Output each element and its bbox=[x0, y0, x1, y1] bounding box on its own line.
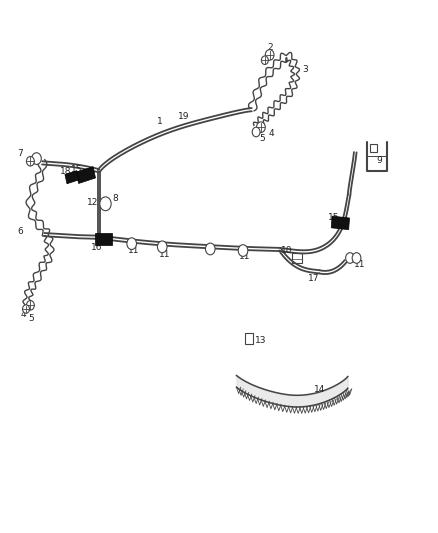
Circle shape bbox=[26, 157, 34, 166]
Circle shape bbox=[26, 301, 34, 310]
Circle shape bbox=[252, 127, 260, 137]
Text: 9: 9 bbox=[377, 156, 382, 165]
Circle shape bbox=[32, 153, 41, 165]
Text: 4: 4 bbox=[268, 129, 274, 138]
Circle shape bbox=[22, 305, 29, 313]
Text: 5: 5 bbox=[259, 134, 265, 143]
Circle shape bbox=[352, 253, 361, 263]
Text: 14: 14 bbox=[314, 385, 325, 394]
Text: 4: 4 bbox=[21, 310, 26, 319]
Text: 2: 2 bbox=[267, 43, 273, 52]
Polygon shape bbox=[76, 167, 95, 183]
Text: 15: 15 bbox=[71, 165, 83, 174]
Text: 11: 11 bbox=[159, 251, 170, 260]
Text: 11: 11 bbox=[240, 253, 251, 261]
Circle shape bbox=[257, 122, 265, 133]
Polygon shape bbox=[65, 171, 79, 184]
Text: 11: 11 bbox=[128, 246, 140, 255]
Text: 13: 13 bbox=[255, 336, 266, 345]
Text: 12: 12 bbox=[87, 198, 98, 207]
Text: 11: 11 bbox=[354, 261, 365, 269]
Polygon shape bbox=[245, 333, 253, 344]
Polygon shape bbox=[292, 253, 302, 263]
Text: 16: 16 bbox=[91, 243, 102, 252]
Text: 1: 1 bbox=[157, 117, 163, 126]
Circle shape bbox=[205, 243, 215, 255]
Text: 18: 18 bbox=[60, 167, 71, 176]
Circle shape bbox=[127, 238, 137, 249]
Text: 10: 10 bbox=[281, 246, 293, 255]
Text: 15: 15 bbox=[328, 213, 339, 222]
Text: 8: 8 bbox=[112, 194, 118, 203]
Text: 5: 5 bbox=[28, 313, 34, 322]
Text: 19: 19 bbox=[178, 111, 190, 120]
Polygon shape bbox=[331, 216, 350, 230]
Text: 3: 3 bbox=[303, 66, 308, 74]
Circle shape bbox=[261, 56, 268, 64]
Circle shape bbox=[238, 245, 248, 256]
Text: 17: 17 bbox=[308, 273, 320, 282]
Circle shape bbox=[157, 241, 167, 253]
Polygon shape bbox=[370, 144, 377, 152]
Text: 7: 7 bbox=[18, 149, 23, 158]
Polygon shape bbox=[95, 233, 112, 245]
Circle shape bbox=[265, 50, 274, 60]
Circle shape bbox=[346, 253, 354, 263]
Text: 6: 6 bbox=[18, 228, 23, 237]
Circle shape bbox=[100, 197, 111, 211]
